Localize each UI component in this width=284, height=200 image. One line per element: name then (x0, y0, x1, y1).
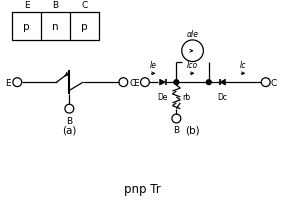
Text: n: n (52, 22, 59, 32)
Text: B: B (66, 116, 72, 125)
Text: E: E (24, 1, 30, 10)
Text: αIe: αIe (187, 30, 199, 39)
Circle shape (141, 78, 149, 87)
Text: rb: rb (182, 93, 190, 102)
Text: B: B (53, 1, 59, 10)
Polygon shape (160, 80, 166, 86)
Text: pnp Tr: pnp Tr (124, 182, 160, 195)
Text: Ic: Ic (240, 61, 247, 70)
Text: E: E (133, 78, 139, 87)
Text: B: B (173, 126, 179, 135)
Circle shape (174, 80, 179, 85)
Text: p: p (24, 22, 30, 32)
Text: (a): (a) (62, 125, 76, 135)
Text: C: C (270, 78, 277, 87)
Text: E: E (5, 78, 10, 87)
Polygon shape (220, 80, 225, 86)
Circle shape (65, 105, 74, 114)
Text: (b): (b) (185, 125, 200, 135)
Text: Ico: Ico (187, 61, 198, 70)
Circle shape (206, 80, 211, 85)
Bar (12, 13, 99, 41)
Circle shape (119, 78, 128, 87)
Text: p: p (81, 22, 88, 32)
Circle shape (172, 114, 181, 123)
Text: Dc: Dc (218, 93, 227, 101)
Text: De: De (157, 93, 168, 101)
Text: C: C (129, 78, 135, 87)
Text: C: C (81, 1, 87, 10)
Text: Ie: Ie (150, 61, 157, 70)
Circle shape (13, 78, 22, 87)
Circle shape (261, 78, 270, 87)
